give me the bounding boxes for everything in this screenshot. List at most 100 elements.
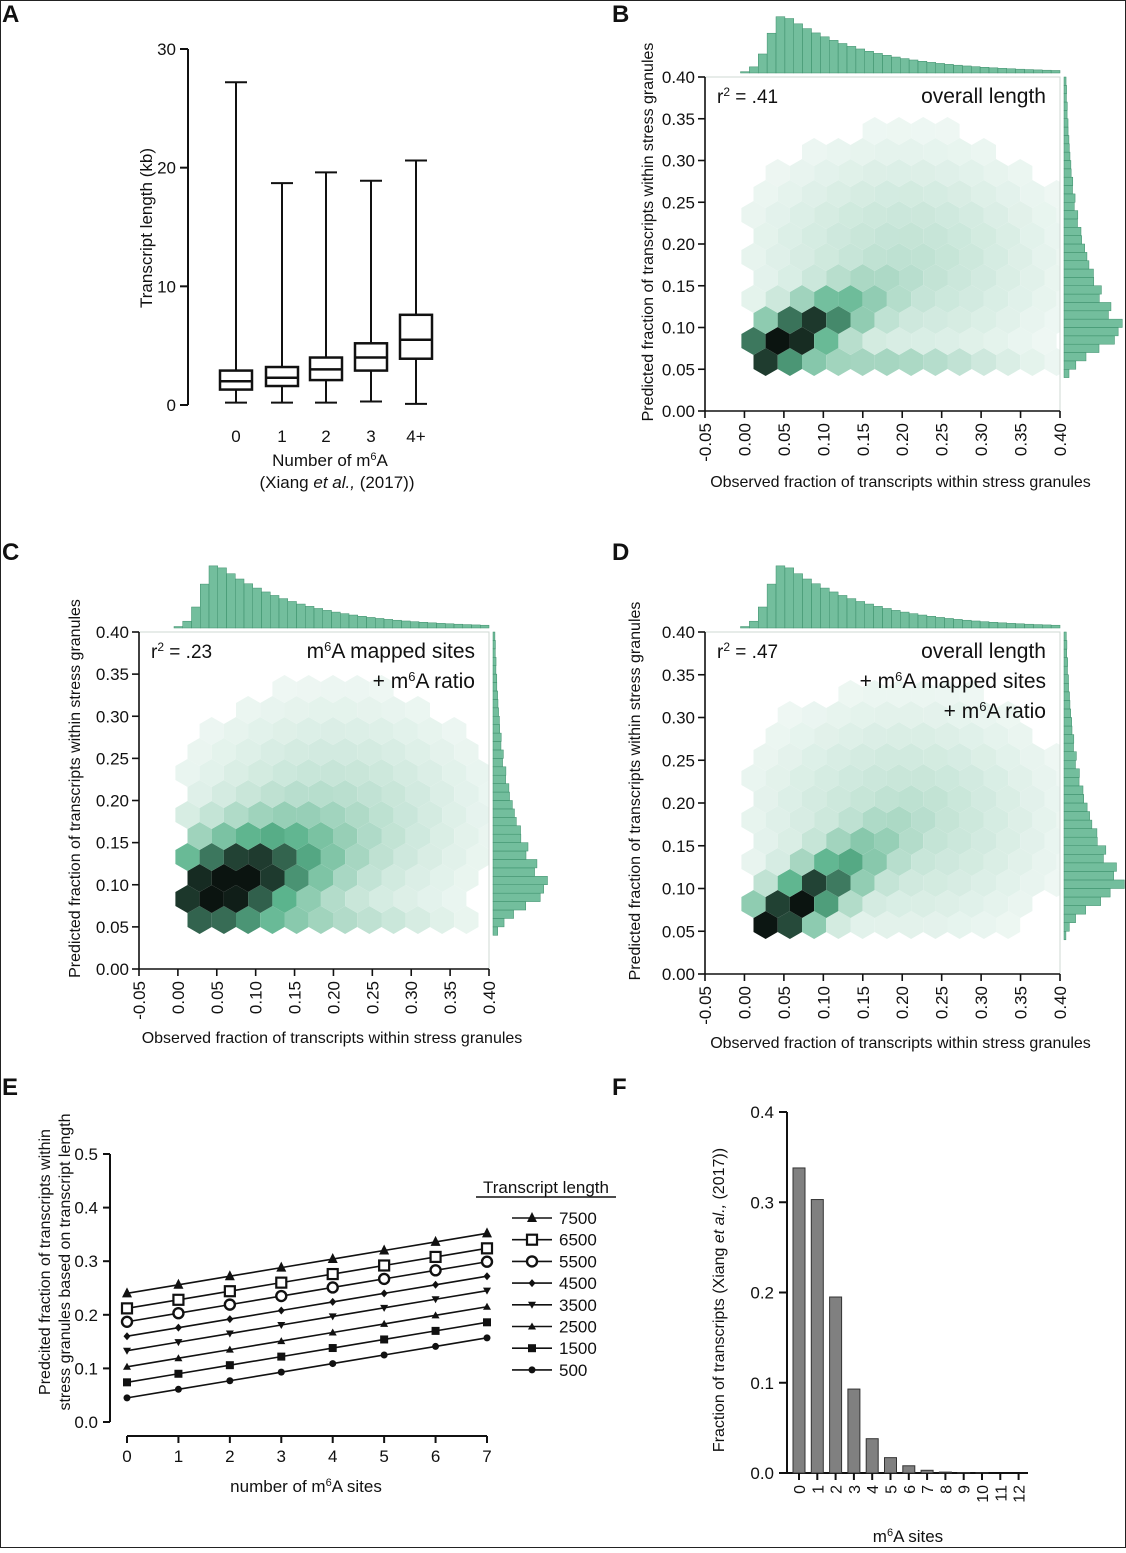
histogram-bar: [1007, 69, 1016, 73]
x-axis-label: m6A sites: [873, 1527, 943, 1546]
y-tick-label: 0.30: [96, 707, 129, 726]
y-axis-label: Predcited fraction of transcripts within: [37, 1129, 54, 1395]
data-point: [123, 1348, 131, 1355]
y-tick-label: 0.05: [662, 360, 695, 379]
histogram-bar: [445, 624, 454, 628]
histogram-bar: [1064, 854, 1103, 863]
x-tick-label: 0.20: [324, 981, 343, 1014]
histogram-bar: [776, 17, 785, 73]
y-tick-label: 0.00: [96, 960, 129, 979]
histogram-bar: [493, 691, 498, 699]
histogram-bar: [340, 614, 349, 628]
legend-label: 6500: [559, 1231, 597, 1250]
histogram-bar: [1064, 931, 1066, 940]
y-tick-label: 0.40: [662, 623, 695, 642]
data-point: [276, 1291, 286, 1301]
histogram-bar: [874, 53, 883, 73]
histogram-bar: [1064, 344, 1099, 352]
y-tick-label: 0.4: [750, 1103, 774, 1122]
histogram-bar: [428, 623, 437, 628]
histogram-bar: [767, 33, 776, 73]
histogram-bar: [1064, 269, 1093, 277]
legend-label: 1500: [559, 1339, 597, 1358]
histogram-bar: [1064, 236, 1082, 244]
histogram-bar: [918, 61, 927, 73]
histogram-bar: [936, 63, 945, 73]
bar-1: [811, 1200, 823, 1473]
x-tick-label: 3: [366, 427, 375, 446]
histogram-bar: [1033, 625, 1042, 628]
box-1: [266, 183, 298, 403]
y-tick-label: 0.5: [74, 1145, 98, 1164]
legend-marker: [529, 1279, 536, 1287]
x-tick-label: 0.10: [814, 423, 833, 456]
y-tick-label: 0.15: [662, 277, 695, 296]
model-annotation-part-2: A mapped sites: [902, 670, 1046, 693]
histogram-bar: [493, 725, 500, 733]
histogram-bar: [767, 584, 776, 628]
panel-letter-c: C: [2, 539, 19, 566]
data-point: [276, 1278, 286, 1288]
model-annotation-part-1: 6: [324, 639, 331, 654]
histogram-bar: [1064, 726, 1072, 735]
data-point: [432, 1343, 439, 1350]
histogram-bar: [218, 568, 227, 628]
histogram-bar: [227, 574, 236, 628]
x-axis-label-line2: (Xiang et al., (2017)): [260, 473, 415, 492]
marginal-histogram-right: [1064, 77, 1122, 378]
x-tick-label: 3: [277, 1447, 286, 1466]
histogram-bar: [741, 627, 750, 628]
bar-4: [866, 1439, 878, 1473]
histogram-bar: [1064, 718, 1072, 727]
histogram-bar: [235, 579, 244, 628]
hexbin-cells: [175, 675, 515, 934]
panel-letter-d: D: [612, 539, 629, 566]
panel-letter-e: E: [2, 1074, 18, 1101]
histogram-bar: [785, 568, 794, 628]
panel-c-hexbin: 0.000.050.100.150.200.250.300.350.40-0.0…: [67, 566, 547, 1047]
x-tick-label: 0.10: [247, 981, 266, 1014]
y-tick-label: 0.10: [96, 876, 129, 895]
data-point: [173, 1308, 183, 1318]
data-point: [175, 1386, 182, 1393]
model-annotation: + m6A ratio: [373, 669, 475, 694]
histogram-bar: [856, 49, 865, 73]
x-tick-label: 5: [884, 1485, 901, 1494]
x-axis-label-part-2: A sites: [893, 1527, 943, 1546]
histogram-bar: [936, 617, 945, 628]
histogram-bar: [909, 614, 918, 628]
data-point: [124, 1394, 131, 1401]
x-axis-label-line2-part-2: (2017)): [355, 473, 415, 492]
panel-d-hexbin: 0.000.050.100.150.200.250.300.350.40-0.0…: [627, 566, 1124, 1052]
histogram-bar: [927, 616, 936, 628]
histogram-bar: [393, 620, 402, 628]
histogram-bar: [358, 616, 367, 628]
histogram-bar: [1064, 227, 1081, 235]
histogram-bar: [865, 51, 874, 73]
bar-5: [885, 1458, 897, 1473]
x-tick-label: -0.05: [696, 986, 715, 1025]
data-point: [482, 1227, 492, 1237]
histogram-bar: [1064, 94, 1066, 102]
histogram-bar: [493, 792, 510, 800]
data-point: [484, 1272, 491, 1280]
y-tick-label: 0.20: [662, 794, 695, 813]
data-point: [226, 1315, 233, 1323]
data-point: [482, 1243, 492, 1253]
histogram-bar: [244, 584, 253, 628]
histogram-bar: [437, 623, 446, 628]
histogram-bar: [1064, 328, 1118, 336]
histogram-bar: [1016, 624, 1025, 628]
x-axis-label-part-0: number of m: [230, 1477, 325, 1496]
y-tick-label: 10: [157, 277, 176, 296]
histogram-bar: [1064, 336, 1114, 344]
y-tick-label: 0.20: [96, 792, 129, 811]
data-point: [225, 1300, 235, 1310]
histogram-bar: [794, 574, 803, 628]
histogram-bar: [253, 588, 262, 628]
histogram-bar: [1064, 319, 1122, 327]
data-point: [123, 1378, 131, 1386]
histogram-bar: [954, 619, 963, 628]
histogram-bar: [1064, 641, 1067, 650]
